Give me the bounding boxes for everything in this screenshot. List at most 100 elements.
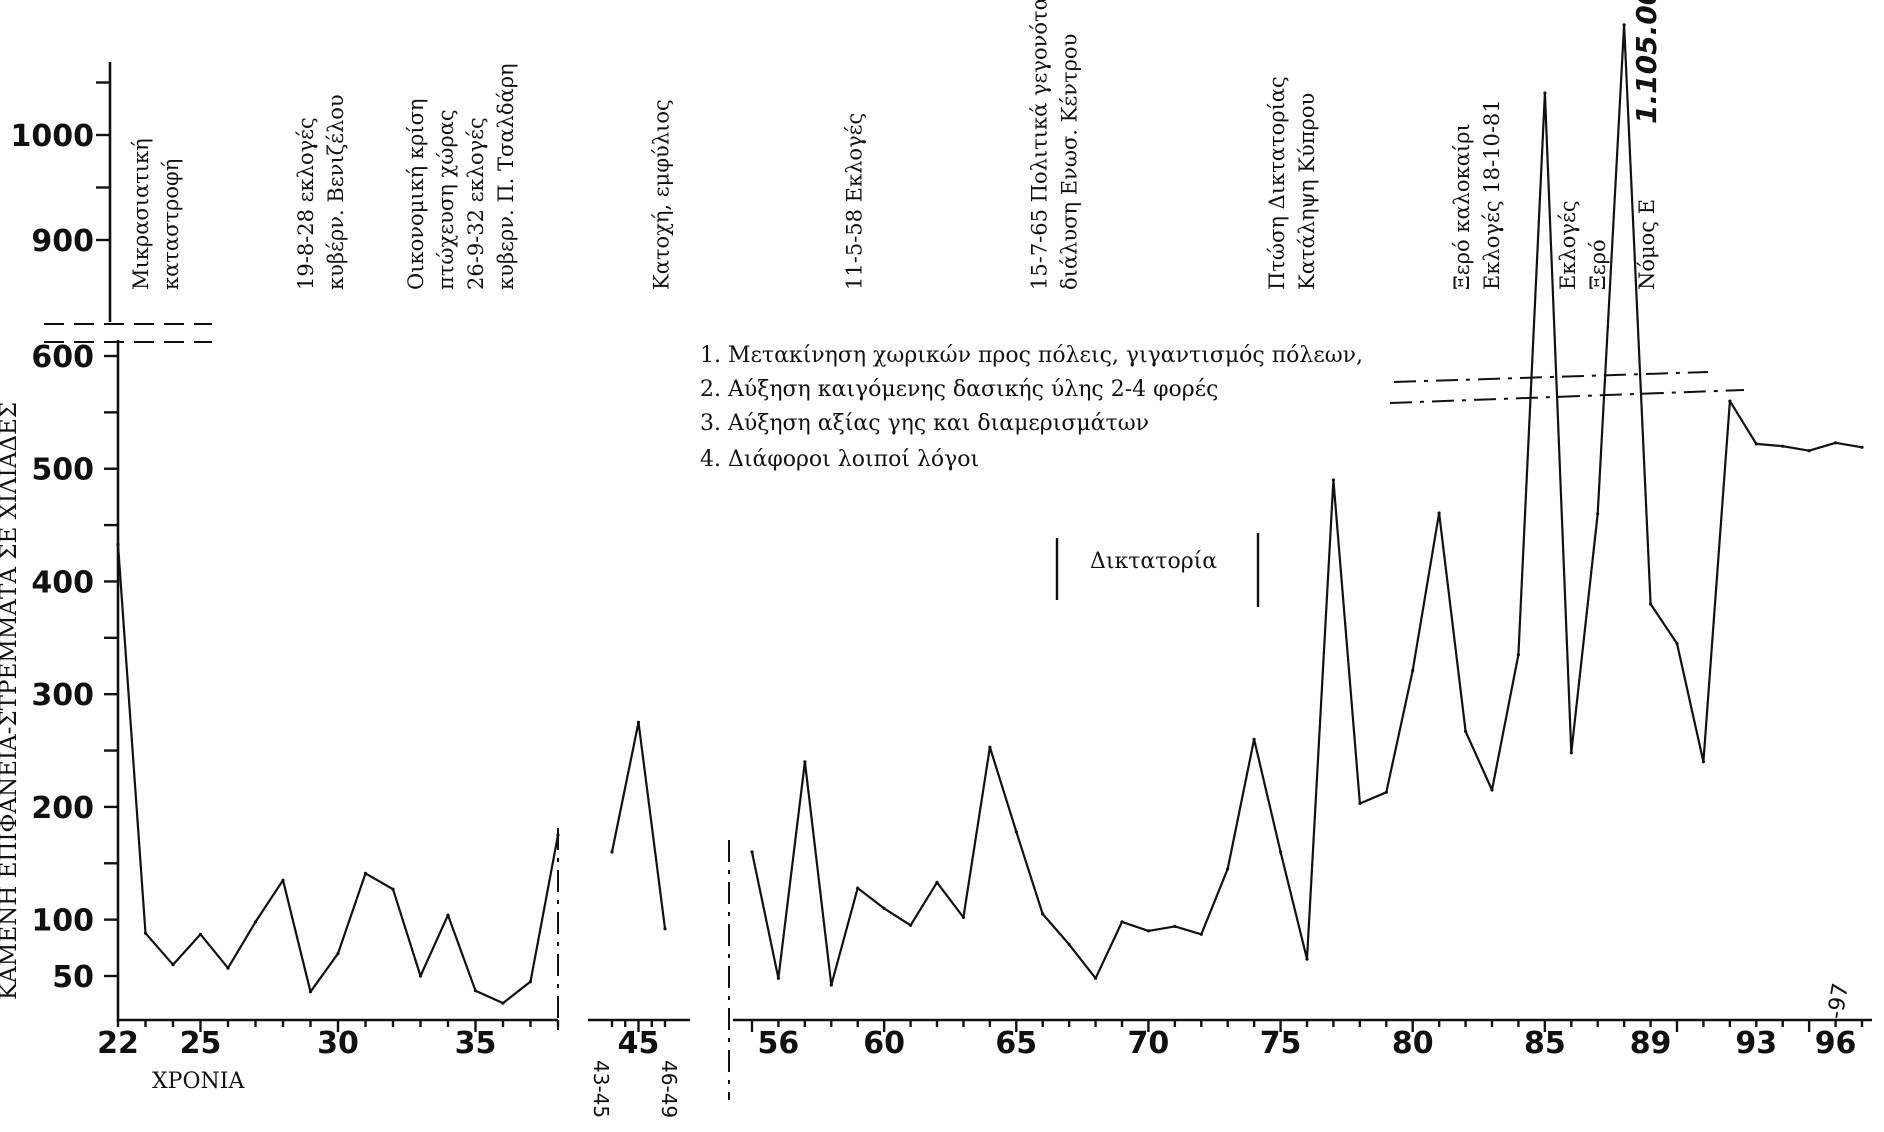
y-tick-label: 400 (31, 565, 94, 600)
data-point (610, 850, 614, 854)
event-label: Ξερό (1586, 239, 1610, 290)
data-point (1358, 801, 1362, 806)
x-tick-label: 60 (863, 1026, 905, 1061)
legend-item: 3. Αύξηση αξίας γης και διαμερισμάτων (700, 411, 1149, 436)
x-tick-label: 35 (455, 1026, 497, 1061)
x-tick-label: 30 (317, 1026, 359, 1061)
event-label: 19-8-28 εκλογές (294, 117, 318, 290)
x-tick-label: 85 (1524, 1026, 1566, 1061)
event-label: κυβέρν. Βενιζέλου (324, 94, 348, 290)
data-point (882, 906, 886, 911)
data-point (1041, 912, 1045, 916)
data-point (1596, 512, 1600, 516)
data-point (1516, 653, 1520, 657)
event-label: Πτώση Δικτατορίας (1265, 76, 1289, 290)
data-point (1437, 511, 1441, 515)
data-point (1675, 641, 1679, 646)
data-point (1543, 91, 1547, 95)
event-label: κυβερν. Π. Τσαλδάρη (494, 63, 518, 290)
data-point (418, 974, 423, 978)
data-point (1622, 23, 1626, 27)
data-point (1067, 942, 1071, 947)
data-point (1807, 449, 1811, 453)
data-point (143, 931, 148, 935)
data-point (226, 966, 230, 970)
x-tick-label: 45 (618, 1026, 660, 1061)
y-tick-label: 200 (31, 791, 94, 826)
data-point (198, 932, 203, 936)
data-point (281, 878, 285, 882)
dictatorship-period: Δικτατορία (1055, 533, 1260, 607)
data-point (909, 923, 913, 927)
series-line-1922-1938 (116, 544, 560, 1005)
axis-breaks (44, 323, 1745, 404)
data-point (171, 963, 175, 967)
x-axis-title: ΧΡΟΝΙΑ (152, 1069, 245, 1094)
data-point (750, 850, 754, 854)
x-tick-label: 75 (1260, 1026, 1302, 1061)
x-tick-label: 80 (1392, 1026, 1434, 1061)
x-tick-label: 89 (1630, 1026, 1672, 1061)
y-tick-label: 600 (31, 340, 94, 375)
data-point (446, 913, 450, 917)
range-note-46-49: 46-49 (657, 1060, 681, 1118)
event-label: διάλυση Ενωσ. Κέντρου (1057, 34, 1081, 290)
axes (96, 62, 1872, 1100)
data-point (363, 871, 368, 876)
data-point (829, 983, 833, 987)
peak-value-label: 1.105.000 (1630, 0, 1663, 124)
data-point (116, 542, 120, 547)
data-point (663, 927, 667, 931)
x-tick-labels: 22 25 30 35 45 56 60 65 70 75 80 85 89 93 96 (97, 1026, 1856, 1061)
event-label: πτώχευση χώρας (434, 109, 458, 290)
x-tick-label: 93 (1735, 1026, 1777, 1061)
data-point (501, 1001, 505, 1005)
event-label: 11-5-58 Εκλογές (842, 113, 866, 290)
data-point (473, 989, 478, 993)
event-annotations: Μικρασιατική καταστροφή 19-8-28 εκλογές κυβ… (129, 0, 1659, 290)
data-point (1252, 737, 1256, 741)
data-point (803, 760, 807, 764)
data-point (253, 920, 258, 924)
data-point (1305, 957, 1309, 961)
data-point (1146, 929, 1150, 933)
data-point (961, 915, 966, 920)
event-label: 26-9-32 εκλογές (464, 117, 488, 290)
data-point (1834, 441, 1838, 445)
y-tick-label: 50 (52, 960, 94, 995)
data-point (1226, 867, 1230, 871)
data-point (1173, 924, 1177, 929)
legend: 1. Μετακίνηση χωρικών προς πόλεις, γιγαν… (700, 343, 1363, 472)
data-point (391, 887, 395, 891)
data-point (988, 745, 992, 749)
data-point (1279, 850, 1283, 854)
x-tick-label: 56 (758, 1026, 800, 1061)
series-lines (116, 23, 1864, 1005)
event-label: Ξερό καλοκαίρι (1450, 123, 1474, 290)
data-point (1384, 790, 1388, 794)
y-tick-labels: 50 100 200 300 400 500 600 900 1000 (11, 119, 95, 995)
event-label: Οικονομική κρίση (404, 98, 428, 290)
data-point (1860, 445, 1864, 449)
event-label: καταστροφή (159, 159, 183, 290)
data-point (308, 990, 313, 994)
data-point (1120, 920, 1124, 924)
range-note-43-45: 43-45 (589, 1060, 613, 1118)
y-axis-title: ΚΑΜΕΝΗ ΕΠΙΦΑΝΕΙΑ-ΣΤΡΕΜΜΑΤΑ ΣΕ ΧΙΛΙΑΔΕΣ (0, 402, 22, 1000)
y-tick-label: 300 (31, 678, 94, 713)
data-point (336, 951, 340, 956)
legend-item: 1. Μετακίνηση χωρικών προς πόλεις, γιγαν… (700, 343, 1363, 368)
data-point (1490, 788, 1494, 792)
data-point (1199, 932, 1203, 936)
data-point (1411, 668, 1415, 673)
event-label: Εκλογές 18-10-81 (1480, 99, 1504, 290)
event-label: Νόμος Ε (1635, 199, 1659, 290)
data-point (1464, 729, 1468, 734)
data-point (776, 976, 781, 980)
y-tick-label: 100 (31, 904, 94, 939)
data-point (636, 720, 641, 725)
data-point (1728, 399, 1732, 403)
legend-item: 2. Αύξηση καιγόμενης δασικής ύλης 2-4 φο… (700, 377, 1218, 402)
data-point (1014, 830, 1018, 834)
